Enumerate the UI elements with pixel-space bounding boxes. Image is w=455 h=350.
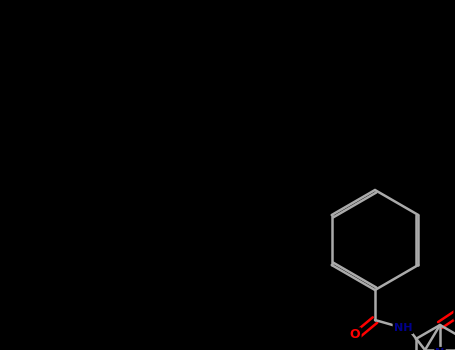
Text: O: O: [350, 329, 360, 342]
Text: NH: NH: [394, 323, 412, 333]
Text: N: N: [435, 348, 445, 350]
